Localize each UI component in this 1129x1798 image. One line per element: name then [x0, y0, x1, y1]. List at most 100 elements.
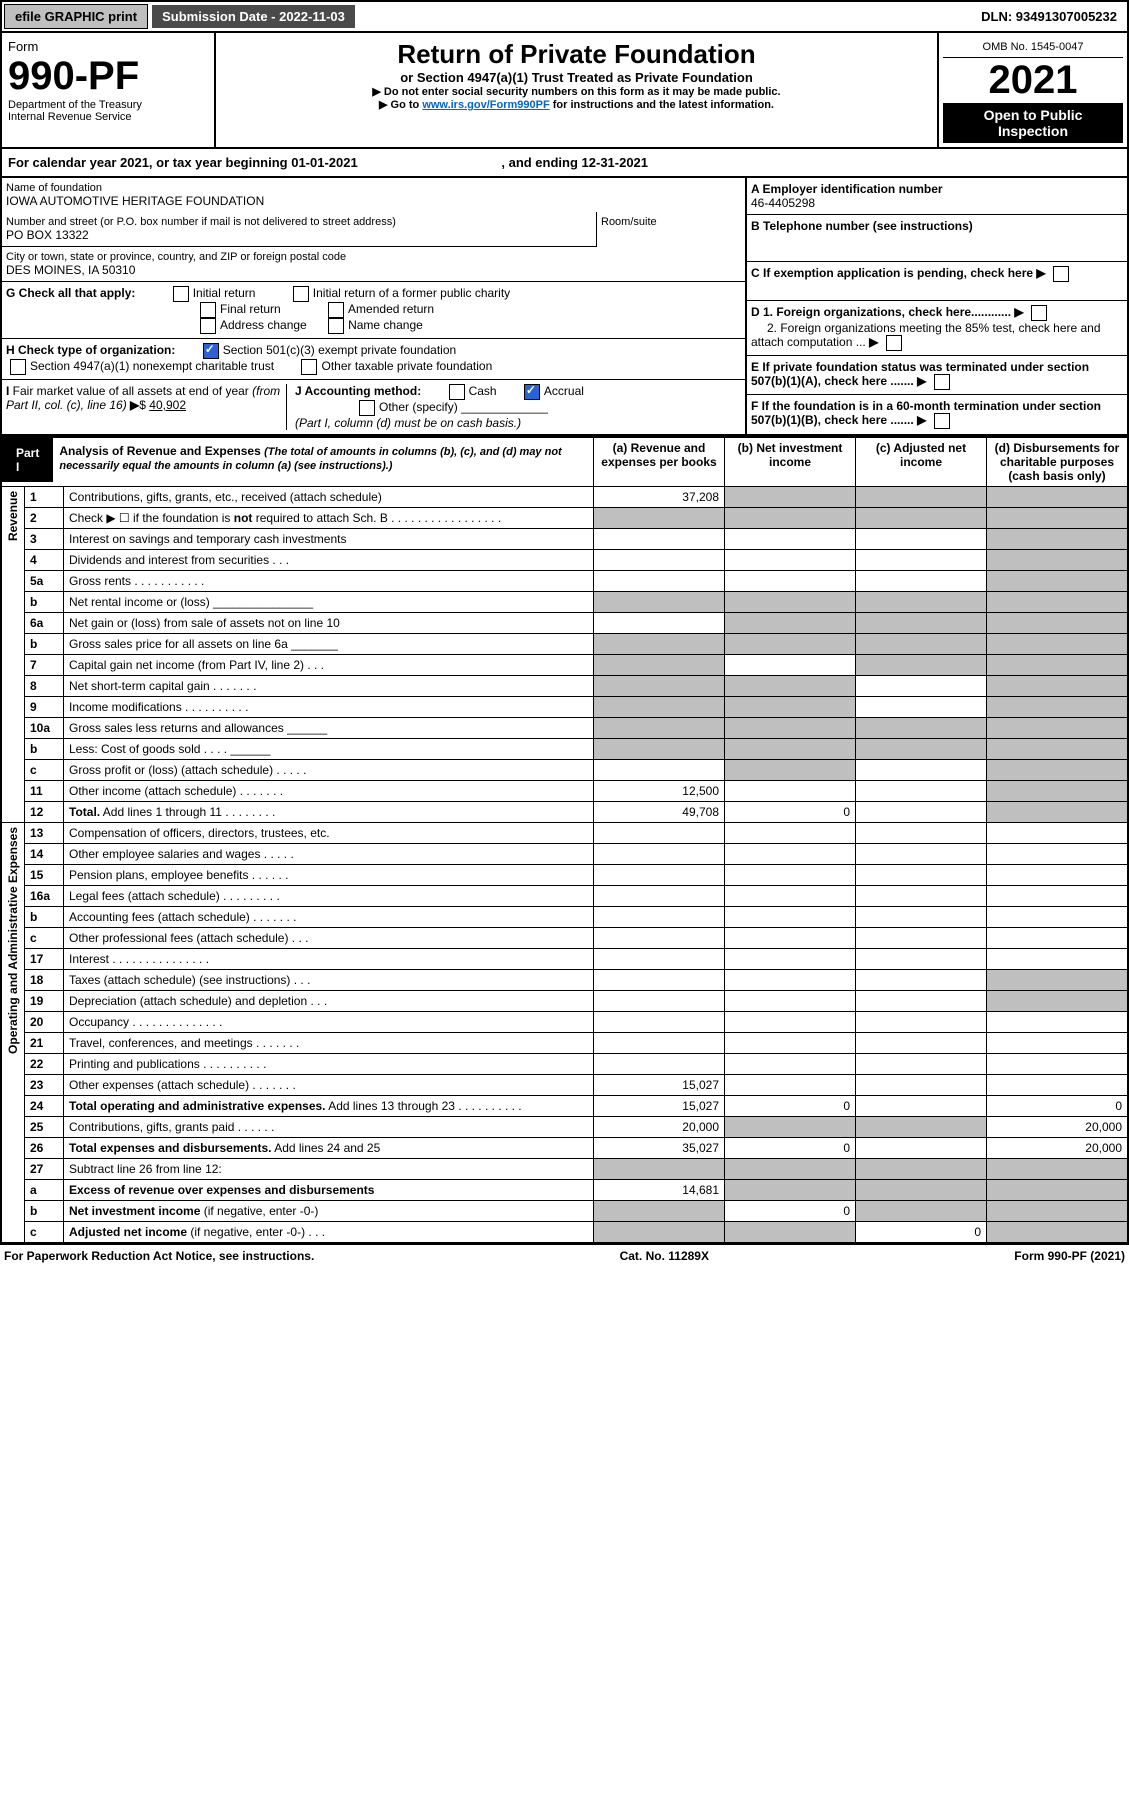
line-desc: Occupancy . . . . . . . . . . . . . . [64, 1012, 594, 1033]
line-num: 26 [25, 1138, 64, 1159]
foundation-name-label: Name of foundation [6, 182, 741, 194]
omb: OMB No. 1545-0047 [943, 37, 1123, 58]
footer-left: For Paperwork Reduction Act Notice, see … [4, 1249, 314, 1263]
line-num: 15 [25, 865, 64, 886]
ein: 46-4405298 [751, 196, 815, 210]
amended-chk[interactable] [328, 302, 344, 318]
sec-d1: D 1. Foreign organizations, check here..… [751, 305, 1011, 319]
line-num: a [25, 1180, 64, 1201]
city-label: City or town, state or province, country… [6, 251, 741, 263]
line-desc: Net short-term capital gain . . . . . . … [64, 676, 594, 697]
other-method-chk[interactable] [359, 400, 375, 416]
line-desc: Depreciation (attach schedule) and deple… [64, 991, 594, 1012]
col-b: (b) Net investment income [725, 437, 856, 487]
footer-right: Form 990-PF (2021) [1014, 1249, 1125, 1263]
header-right: OMB No. 1545-0047 2021 Open to Public In… [937, 33, 1127, 147]
efile-btn[interactable]: efile GRAPHIC print [4, 4, 148, 29]
form-title: Return of Private Foundation [222, 39, 931, 70]
line-desc: Net rental income or (loss) ____________… [64, 592, 594, 613]
line-desc: Gross sales price for all assets on line… [64, 634, 594, 655]
d1-chk[interactable] [1031, 305, 1047, 321]
line-desc: Dividends and interest from securities .… [64, 550, 594, 571]
initial-return-chk[interactable] [173, 286, 189, 302]
sec-d2: 2. Foreign organizations meeting the 85%… [751, 321, 1101, 349]
line-num: 16a [25, 886, 64, 907]
col-d: (d) Disbursements for charitable purpose… [987, 437, 1129, 487]
name-change-chk[interactable] [328, 318, 344, 334]
line-desc: Pension plans, employee benefits . . . .… [64, 865, 594, 886]
line-num: 24 [25, 1096, 64, 1117]
line-num: c [25, 760, 64, 781]
line-desc: Accounting fees (attach schedule) . . . … [64, 907, 594, 928]
line-num: 25 [25, 1117, 64, 1138]
line-num: 10a [25, 718, 64, 739]
line-desc: Check ▶ ☐ if the foundation is not requi… [64, 508, 594, 529]
line-num: 19 [25, 991, 64, 1012]
line-desc: Printing and publications . . . . . . . … [64, 1054, 594, 1075]
part1-table: Part I Analysis of Revenue and Expenses … [0, 436, 1129, 1244]
e-chk[interactable] [934, 374, 950, 390]
col-a: (a) Revenue and expenses per books [594, 437, 725, 487]
fmv-value: 40,902 [149, 398, 186, 412]
line-desc: Gross rents . . . . . . . . . . . [64, 571, 594, 592]
line-desc: Total operating and administrative expen… [64, 1096, 594, 1117]
line-desc: Compensation of officers, directors, tru… [64, 823, 594, 844]
line-num: c [25, 928, 64, 949]
line-desc: Total. Add lines 1 through 11 . . . . . … [64, 802, 594, 823]
sec-c: C If exemption application is pending, c… [751, 266, 1033, 280]
line-desc: Other professional fees (attach schedule… [64, 928, 594, 949]
line-desc: Travel, conferences, and meetings . . . … [64, 1033, 594, 1054]
4947-chk[interactable] [10, 359, 26, 375]
c-chk[interactable] [1053, 266, 1069, 282]
form-subtitle: or Section 4947(a)(1) Trust Treated as P… [222, 70, 931, 85]
accrual-chk[interactable] [524, 384, 540, 400]
d2-chk[interactable] [886, 335, 902, 351]
initial-public-chk[interactable] [293, 286, 309, 302]
sec-f: F If the foundation is in a 60-month ter… [751, 399, 1101, 427]
line-num: 20 [25, 1012, 64, 1033]
instructions-link[interactable]: www.irs.gov/Form990PF [422, 99, 549, 111]
line-num: b [25, 739, 64, 760]
info-right: A Employer identification number46-44052… [745, 178, 1127, 434]
room-label: Room/suite [601, 216, 741, 228]
section-g: G Check all that apply: Initial return I… [2, 282, 745, 339]
telephone-label: B Telephone number (see instructions) [751, 219, 973, 233]
foundation-name: IOWA AUTOMOTIVE HERITAGE FOUNDATION [6, 194, 741, 208]
line-desc: Gross profit or (loss) (attach schedule)… [64, 760, 594, 781]
line-num: 23 [25, 1075, 64, 1096]
line-num: b [25, 634, 64, 655]
open-inspection: Open to Public Inspection [943, 103, 1123, 143]
line-desc: Legal fees (attach schedule) . . . . . .… [64, 886, 594, 907]
501c3-chk[interactable] [203, 343, 219, 359]
note1: ▶ Do not enter social security numbers o… [222, 85, 931, 98]
line-num: 1 [25, 487, 64, 508]
f-chk[interactable] [934, 413, 950, 429]
cash-chk[interactable] [449, 384, 465, 400]
line-desc: Other income (attach schedule) . . . . .… [64, 781, 594, 802]
line-num: 21 [25, 1033, 64, 1054]
line-num: c [25, 1222, 64, 1244]
line-num: b [25, 592, 64, 613]
line-desc: Net investment income (if negative, ente… [64, 1201, 594, 1222]
other-taxable-chk[interactable] [301, 359, 317, 375]
info-block: Name of foundation IOWA AUTOMOTIVE HERIT… [0, 178, 1129, 436]
line-desc: Subtract line 26 from line 12: [64, 1159, 594, 1180]
note2: ▶ Go to www.irs.gov/Form990PF for instru… [222, 98, 931, 111]
part1-label: Part I [2, 438, 53, 482]
line-num: 4 [25, 550, 64, 571]
address: PO BOX 13322 [6, 228, 592, 242]
line-desc: Total expenses and disbursements. Add li… [64, 1138, 594, 1159]
line-desc: Less: Cost of goods sold . . . . ______ [64, 739, 594, 760]
line-num: 11 [25, 781, 64, 802]
section-h: H Check type of organization: Section 50… [2, 339, 745, 380]
line-num: 12 [25, 802, 64, 823]
part1-header: Part I Analysis of Revenue and Expenses … [2, 438, 593, 482]
address-label: Number and street (or P.O. box number if… [6, 216, 592, 228]
line-desc: Excess of revenue over expenses and disb… [64, 1180, 594, 1201]
final-return-chk[interactable] [200, 302, 216, 318]
line-num: 7 [25, 655, 64, 676]
address-change-chk[interactable] [200, 318, 216, 334]
line-desc: Other employee salaries and wages . . . … [64, 844, 594, 865]
line-num: 6a [25, 613, 64, 634]
tax-year: 2021 [943, 58, 1123, 103]
